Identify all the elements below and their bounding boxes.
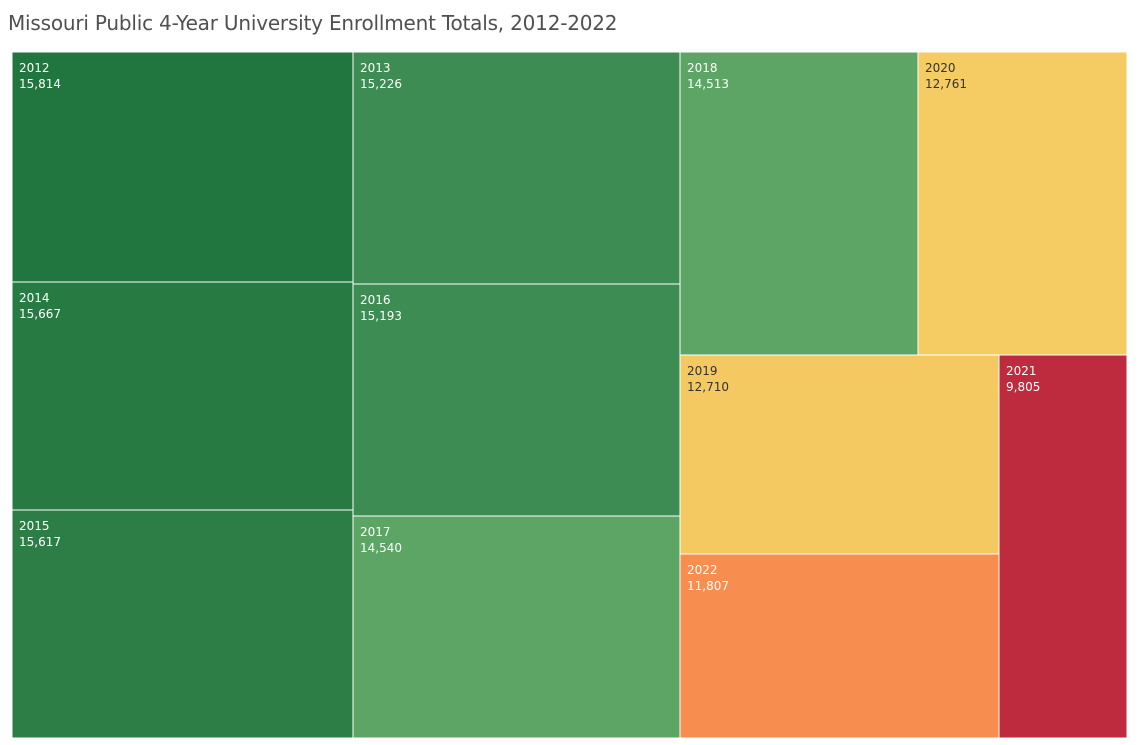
tile-value-label: 14,513	[687, 77, 729, 91]
tile-year-label: 2019	[687, 364, 718, 378]
tile-value-label: 12,761	[925, 77, 967, 91]
treemap-tile-2013[interactable]: 2013 15,226	[352, 51, 681, 285]
tile-rect-2017[interactable]	[352, 515, 681, 739]
tile-year-label: 2018	[687, 61, 718, 75]
treemap-tile-2020[interactable]: 2020 12,761	[917, 51, 1128, 356]
tile-year-label: 2016	[360, 293, 391, 307]
tile-rect-2019[interactable]	[679, 354, 1000, 555]
tile-rect-2018[interactable]	[679, 51, 919, 356]
tile-year-label: 2020	[925, 61, 956, 75]
treemap-tile-2015[interactable]: 2015 15,617	[11, 509, 354, 739]
tile-rect-2014[interactable]	[11, 281, 354, 511]
chart-title: Missouri Public 4-Year University Enroll…	[8, 11, 618, 35]
tile-value-label: 15,193	[360, 309, 402, 323]
treemap-tile-2021[interactable]: 2021 9,805	[998, 354, 1128, 739]
tile-year-label: 2014	[19, 291, 50, 305]
tile-rect-2015[interactable]	[11, 509, 354, 739]
tile-year-label: 2015	[19, 519, 50, 533]
treemap-tile-2016[interactable]: 2016 15,193	[352, 283, 681, 517]
tile-rect-2021[interactable]	[998, 354, 1128, 739]
tile-rect-2020[interactable]	[917, 51, 1128, 356]
tile-value-label: 9,805	[1006, 380, 1040, 394]
tile-year-label: 2012	[19, 61, 50, 75]
tile-value-label: 12,710	[687, 380, 729, 394]
tile-year-label: 2013	[360, 61, 391, 75]
tile-value-label: 15,226	[360, 77, 402, 91]
treemap-tile-2022[interactable]: 2022 11,807	[679, 553, 1000, 739]
tile-value-label: 15,814	[19, 77, 61, 91]
tile-rect-2012[interactable]	[11, 51, 354, 283]
tile-value-label: 15,667	[19, 307, 61, 321]
tile-rect-2013[interactable]	[352, 51, 681, 285]
treemap-tile-2012[interactable]: 2012 15,814	[11, 51, 354, 283]
treemap-tile-2017[interactable]: 2017 14,540	[352, 515, 681, 739]
treemap-tile-2014[interactable]: 2014 15,667	[11, 281, 354, 511]
tile-rect-2016[interactable]	[352, 283, 681, 517]
tile-value-label: 15,617	[19, 535, 61, 549]
tile-year-label: 2017	[360, 525, 391, 539]
tile-value-label: 14,540	[360, 541, 402, 555]
treemap-tile-2019[interactable]: 2019 12,710	[679, 354, 1000, 555]
treemap-tile-2018[interactable]: 2018 14,513	[679, 51, 919, 356]
tile-year-label: 2021	[1006, 364, 1037, 378]
tile-value-label: 11,807	[687, 579, 729, 593]
tile-rect-2022[interactable]	[679, 553, 1000, 739]
tile-year-label: 2022	[687, 563, 718, 577]
